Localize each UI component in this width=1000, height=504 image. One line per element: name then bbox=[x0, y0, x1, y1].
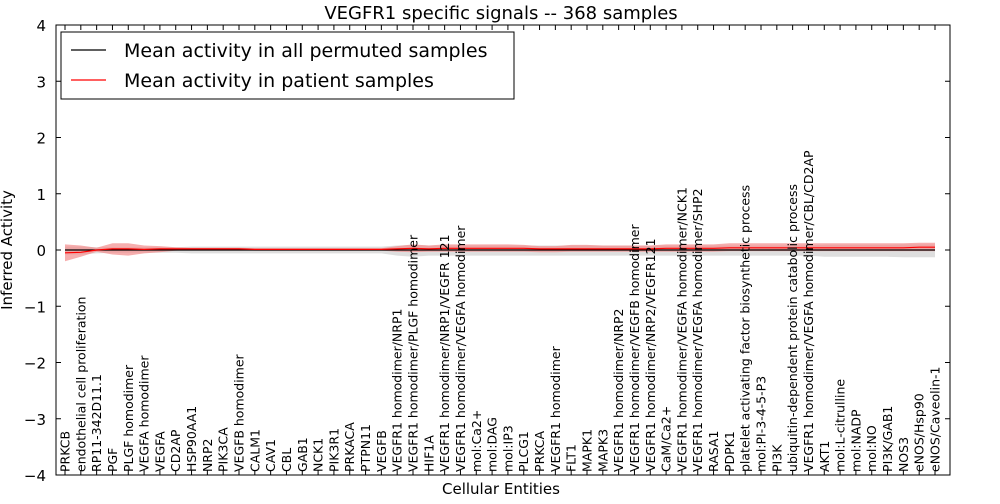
x-tick-label: MAPK3 bbox=[595, 429, 610, 472]
legend-label-permuted: Mean activity in all permuted samples bbox=[124, 40, 487, 62]
x-tick-label: VEGFR1 homodimer/VEGFA homodimer/NCK1 bbox=[674, 187, 689, 472]
y-tick-label: 4 bbox=[36, 17, 46, 35]
x-tick-label: VEGFR1 homodimer/NRP2 bbox=[611, 308, 626, 471]
y-tick-label: −3 bbox=[24, 411, 46, 429]
x-tick-labels: PRKCB endothelial cell proliferation RP11-… bbox=[58, 150, 943, 472]
x-tick-label: HIF1A bbox=[421, 435, 436, 472]
x-tick-label: RP11-342D11.1 bbox=[89, 374, 104, 472]
x-axis-label: Cellular Entities bbox=[442, 480, 560, 498]
x-tick-label: PRKACA bbox=[342, 422, 357, 472]
x-tick-label: CAV1 bbox=[263, 439, 278, 472]
x-tick-label: VEGFR1 homodimer/PLGF homodimer bbox=[406, 234, 421, 472]
x-tick-label: mol:NADP bbox=[848, 409, 863, 472]
x-tick-label: NCK1 bbox=[311, 438, 326, 472]
legend-label-patient: Mean activity in patient samples bbox=[124, 70, 434, 92]
x-tick-label: RASA1 bbox=[706, 431, 721, 472]
y-tick-label: 2 bbox=[36, 130, 46, 148]
x-tick-label: PRKCB bbox=[58, 431, 73, 472]
x-tick-label: CBL bbox=[279, 448, 294, 472]
y-axis: −4 −3 −2 −1 0 1 2 3 4 bbox=[24, 17, 950, 485]
x-tick-label: VEGFB bbox=[374, 430, 389, 472]
x-tick-label: PGF bbox=[105, 448, 120, 472]
x-tick-label: ubiquitin-dependent protein catabolic pr… bbox=[785, 184, 800, 472]
x-tick-label: PLCG1 bbox=[516, 431, 531, 472]
x-tick-label: CD2AP bbox=[168, 429, 183, 472]
x-tick-label: eNOS/Hsp90 bbox=[912, 393, 927, 472]
x-tick-label: AKT1 bbox=[817, 441, 832, 472]
series-lines bbox=[64, 246, 935, 254]
x-tick-label: eNOS/Caveolin-1 bbox=[928, 367, 943, 472]
x-tick-label: VEGFR1 homodimer/VEGFB homodimer bbox=[627, 224, 642, 472]
x-tick-label: PLGF homodimer bbox=[121, 364, 136, 472]
x-tick-label: VEGFR1 homodimer/NRP1 bbox=[390, 309, 405, 472]
x-tick-label: NOS3 bbox=[896, 437, 911, 472]
legend-box bbox=[60, 31, 515, 100]
y-tick-label: 1 bbox=[36, 186, 46, 204]
x-tick-label: endothelial cell proliferation bbox=[73, 296, 88, 471]
y-tick-label: −2 bbox=[24, 355, 46, 373]
x-tick-label: PI3K/GAB1 bbox=[880, 406, 895, 472]
x-tick-label: mol:DAG bbox=[485, 417, 500, 472]
x-tick-label: mol:L-citrulline bbox=[833, 379, 848, 472]
chart-title: VEGFR1 specific signals -- 368 samples bbox=[324, 3, 677, 24]
x-tick-label: MAPK1 bbox=[580, 429, 595, 472]
y-tick-label: −1 bbox=[24, 298, 46, 316]
y-tick-label: 3 bbox=[36, 73, 46, 91]
x-tick-label: mol:NO bbox=[864, 425, 879, 472]
x-tick-label: NRP2 bbox=[200, 439, 215, 473]
x-tick-label: PDPK1 bbox=[722, 431, 737, 472]
x-tick-label: VEGFA homodimer bbox=[137, 355, 152, 472]
x-tick-label: CaM/Ca2+ bbox=[659, 406, 674, 472]
x-tick-label: CALM1 bbox=[247, 429, 262, 472]
x-tick-label: GAB1 bbox=[295, 437, 310, 472]
x-tick-label: mol:PI-3-4-5-P3 bbox=[754, 376, 769, 472]
x-tick-label: PTPN11 bbox=[358, 424, 373, 472]
x-tick-label: VEGFA bbox=[152, 431, 167, 472]
x-axis bbox=[64, 25, 936, 475]
x-tick-label: platelet activating factor biosynthetic … bbox=[738, 185, 753, 472]
legend: Mean activity in all permuted samples Me… bbox=[60, 31, 515, 100]
x-tick-label: VEGFB homodimer bbox=[232, 353, 247, 472]
x-tick-label: VEGFR1 homodimer/NRP1/VEGFR 121 bbox=[437, 234, 452, 472]
x-tick-label: mol:IP3 bbox=[500, 425, 515, 472]
series-line-1 bbox=[64, 246, 935, 254]
x-tick-label: HSP90AA1 bbox=[184, 406, 199, 472]
x-tick-label: mol:Ca2+ bbox=[469, 410, 484, 472]
x-tick-label: VEGFR1 homodimer/VEGFA homodimer/CBL/CD2… bbox=[801, 150, 816, 472]
x-tick-label: PI3K bbox=[769, 444, 784, 472]
x-tick-label: VEGFR1 homodimer bbox=[548, 345, 563, 472]
x-tick-label: VEGFR1 homodimer/VEGFA homodimer/SHP2 bbox=[690, 188, 705, 472]
x-tick-label: PIK3R1 bbox=[326, 428, 341, 472]
y-axis-label: Inferred Activity bbox=[0, 190, 16, 310]
band-1 bbox=[65, 242, 935, 262]
x-tick-label: VEGFR1 homodimer/VEGFA homodimer bbox=[453, 225, 468, 472]
x-tick-label: PRKCA bbox=[532, 430, 547, 471]
x-tick-label: VEGFR1 homodimer/NRP2/VEGFR121 bbox=[643, 238, 658, 472]
y-tick-label: 0 bbox=[36, 242, 46, 260]
x-tick-label: PIK3CA bbox=[216, 427, 231, 472]
y-tick-label: −4 bbox=[24, 467, 46, 485]
x-tick-label: FLT1 bbox=[564, 444, 579, 472]
